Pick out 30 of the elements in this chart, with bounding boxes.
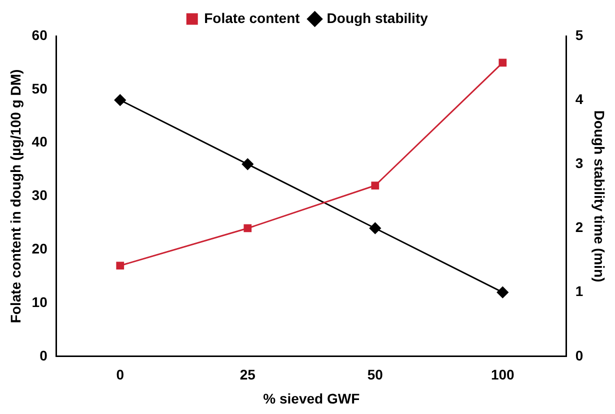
y2-tick-label: 1 [575, 283, 584, 300]
legend-label: Dough stability [326, 10, 428, 26]
y-tick-label: 30 [32, 187, 48, 204]
y-tick-label: 0 [40, 347, 48, 364]
y-tick-label: 40 [32, 134, 48, 150]
x-axis-title: % sieved GWF [263, 390, 360, 406]
y2-tick-label: 0 [575, 347, 584, 364]
y-tick-label: 60 [32, 26, 48, 43]
y-tick-label: 50 [32, 80, 48, 96]
point [496, 286, 508, 298]
y2-tick-label: 3 [575, 155, 584, 172]
point [371, 182, 380, 190]
point [114, 94, 126, 106]
y2-axis-title: Dough stability time (min) [592, 110, 608, 282]
y2-tick-label: 5 [575, 26, 584, 43]
y-tick-label: 10 [32, 294, 48, 310]
x-tick-label: 100 [490, 366, 515, 383]
point [498, 58, 507, 67]
point [242, 158, 254, 170]
y2-tick-label: 2 [575, 219, 584, 236]
x-tick-label: 50 [367, 366, 384, 383]
y-tick-label: 20 [32, 240, 48, 256]
point [244, 224, 252, 232]
y-axis-title: Folate content in dough (µg/100 g DM) [7, 69, 24, 324]
point [369, 222, 381, 234]
y2-tick-label: 4 [575, 90, 584, 107]
x-tick-label: 0 [116, 366, 124, 383]
x-tick-label: 25 [240, 366, 256, 383]
point [116, 262, 124, 270]
legend-label: Folate content [204, 10, 300, 26]
